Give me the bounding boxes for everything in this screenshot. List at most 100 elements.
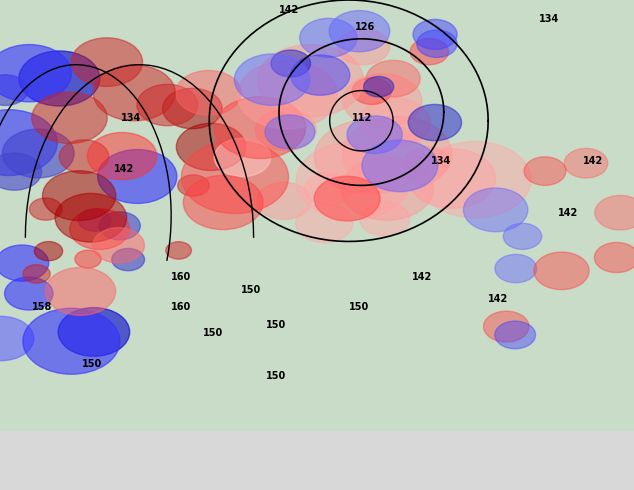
Circle shape bbox=[0, 75, 28, 105]
Circle shape bbox=[176, 71, 242, 115]
Text: 150: 150 bbox=[349, 302, 369, 313]
Circle shape bbox=[93, 65, 176, 121]
Circle shape bbox=[329, 11, 390, 52]
Circle shape bbox=[78, 209, 111, 231]
Circle shape bbox=[404, 147, 450, 177]
Circle shape bbox=[408, 149, 496, 208]
Circle shape bbox=[347, 116, 402, 153]
Circle shape bbox=[352, 78, 391, 104]
Text: 142: 142 bbox=[412, 272, 432, 282]
Circle shape bbox=[98, 149, 177, 203]
Text: 2: 2 bbox=[212, 472, 219, 486]
Text: 150: 150 bbox=[266, 319, 287, 330]
Text: 142: 142 bbox=[114, 165, 134, 174]
Circle shape bbox=[257, 182, 311, 220]
Circle shape bbox=[362, 140, 437, 192]
Circle shape bbox=[4, 277, 53, 310]
Text: 142: 142 bbox=[279, 5, 299, 15]
Circle shape bbox=[55, 194, 127, 242]
Circle shape bbox=[45, 268, 115, 316]
Text: 160: 160 bbox=[171, 302, 191, 313]
Circle shape bbox=[410, 39, 449, 65]
Text: 160: 160 bbox=[171, 272, 191, 282]
Circle shape bbox=[3, 129, 74, 178]
Text: T-Adv. 850 hPa  ECMWF: T-Adv. 850 hPa ECMWF bbox=[6, 446, 174, 459]
Circle shape bbox=[484, 311, 529, 342]
Circle shape bbox=[564, 148, 608, 178]
Circle shape bbox=[42, 171, 116, 220]
Circle shape bbox=[408, 104, 462, 141]
Circle shape bbox=[265, 115, 315, 149]
Circle shape bbox=[75, 250, 101, 268]
Text: 142: 142 bbox=[583, 156, 604, 166]
Circle shape bbox=[0, 45, 72, 102]
Circle shape bbox=[296, 142, 410, 220]
Circle shape bbox=[137, 84, 198, 126]
Circle shape bbox=[183, 175, 263, 230]
Circle shape bbox=[524, 157, 566, 185]
Circle shape bbox=[271, 50, 311, 77]
Circle shape bbox=[534, 252, 589, 290]
Text: -8: -8 bbox=[73, 472, 87, 486]
Circle shape bbox=[314, 176, 380, 221]
Circle shape bbox=[337, 29, 390, 65]
Circle shape bbox=[29, 198, 62, 220]
Circle shape bbox=[358, 98, 430, 147]
Circle shape bbox=[0, 110, 57, 175]
Circle shape bbox=[256, 109, 316, 150]
Circle shape bbox=[19, 51, 100, 106]
Circle shape bbox=[214, 138, 271, 177]
Text: 150: 150 bbox=[203, 328, 223, 338]
Text: 150: 150 bbox=[241, 285, 261, 295]
Text: 142: 142 bbox=[488, 294, 508, 304]
Text: 134: 134 bbox=[539, 14, 559, 24]
Circle shape bbox=[417, 30, 457, 57]
Circle shape bbox=[34, 242, 63, 261]
Text: (K/6h): (K/6h) bbox=[6, 472, 49, 486]
Text: © weatheronline.co.uk: © weatheronline.co.uk bbox=[478, 472, 628, 486]
Circle shape bbox=[0, 317, 34, 361]
Circle shape bbox=[300, 18, 357, 57]
Text: 150: 150 bbox=[82, 359, 103, 368]
Circle shape bbox=[495, 321, 536, 349]
Circle shape bbox=[23, 265, 50, 283]
Circle shape bbox=[0, 153, 42, 190]
Circle shape bbox=[58, 308, 130, 356]
Text: 142: 142 bbox=[558, 208, 578, 218]
Text: Sa 11-05-2024 18:00 UTC (12+126): Sa 11-05-2024 18:00 UTC (12+126) bbox=[387, 446, 628, 459]
Circle shape bbox=[99, 212, 140, 240]
Circle shape bbox=[112, 248, 145, 271]
Text: 112: 112 bbox=[352, 113, 372, 122]
Text: 4: 4 bbox=[247, 472, 254, 486]
Text: 6: 6 bbox=[282, 472, 289, 486]
Circle shape bbox=[413, 20, 457, 49]
Circle shape bbox=[59, 140, 109, 173]
Text: -4: -4 bbox=[143, 472, 157, 486]
Circle shape bbox=[595, 196, 634, 230]
Circle shape bbox=[257, 45, 364, 117]
Text: 134: 134 bbox=[431, 156, 451, 166]
Circle shape bbox=[495, 254, 536, 283]
Circle shape bbox=[594, 243, 634, 272]
Circle shape bbox=[366, 60, 420, 97]
Circle shape bbox=[463, 188, 528, 232]
Circle shape bbox=[295, 204, 353, 243]
Circle shape bbox=[0, 245, 49, 281]
Circle shape bbox=[176, 123, 246, 171]
Circle shape bbox=[341, 157, 434, 220]
Circle shape bbox=[162, 88, 222, 129]
Circle shape bbox=[343, 74, 422, 127]
Circle shape bbox=[32, 92, 107, 144]
Text: 150: 150 bbox=[266, 371, 287, 381]
Circle shape bbox=[342, 117, 452, 191]
Circle shape bbox=[314, 120, 424, 194]
Circle shape bbox=[503, 223, 541, 249]
Text: 158: 158 bbox=[32, 302, 52, 313]
Circle shape bbox=[165, 242, 191, 259]
Circle shape bbox=[181, 141, 288, 214]
Circle shape bbox=[237, 61, 337, 129]
Circle shape bbox=[71, 38, 143, 86]
Circle shape bbox=[364, 76, 394, 97]
Circle shape bbox=[93, 228, 145, 263]
Text: 8: 8 bbox=[317, 472, 324, 486]
